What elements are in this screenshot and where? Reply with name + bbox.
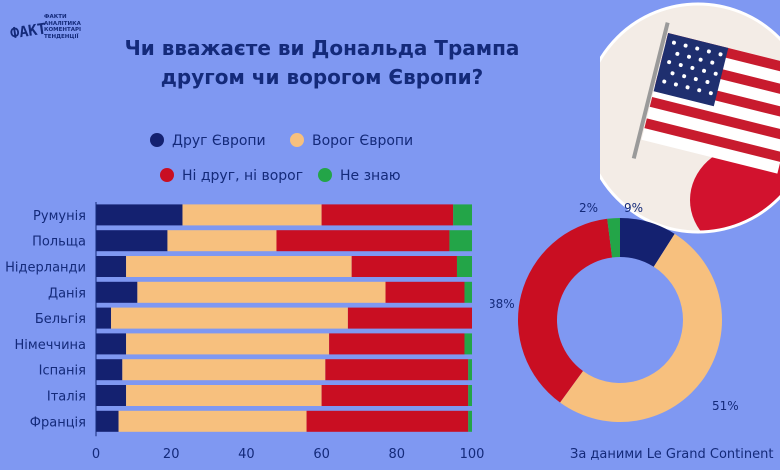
bar-segment bbox=[96, 281, 138, 303]
donut-slice bbox=[560, 233, 723, 423]
legend-swatch bbox=[290, 133, 304, 147]
title-line-2: другом чи ворогом Європи? bbox=[160, 65, 484, 89]
bar-segment bbox=[96, 204, 183, 226]
title-line-1: Чи вважаєте ви Дональда Трампа bbox=[124, 36, 520, 60]
logo-line: АНАЛІТИКА bbox=[44, 20, 81, 27]
legend-item-enemy: Ворог Європи bbox=[290, 133, 413, 149]
bar-segment bbox=[321, 204, 454, 226]
bar-segment bbox=[126, 385, 322, 406]
x-tick-label: 80 bbox=[389, 447, 406, 460]
bar-segment bbox=[96, 307, 112, 329]
legend-label: Ні друг, ні ворог bbox=[182, 168, 304, 184]
logo-mark-icon: ФАКТ bbox=[9, 20, 47, 43]
bar-segment bbox=[96, 333, 127, 355]
bar-segment bbox=[96, 230, 168, 252]
legend-item-friend: Друг Європи bbox=[150, 133, 266, 149]
logo-mark-text: ФАКТ bbox=[9, 20, 47, 43]
x-tick-label: 100 bbox=[460, 447, 485, 460]
category-label: Нідерланди bbox=[5, 261, 86, 276]
bar-segment bbox=[276, 230, 450, 252]
bar-segment bbox=[306, 410, 469, 432]
bar-segment bbox=[329, 333, 465, 355]
bar-segment bbox=[122, 359, 326, 381]
category-label: Франція bbox=[30, 415, 86, 430]
category-label: Італія bbox=[47, 390, 86, 405]
donut-slice bbox=[620, 218, 675, 267]
legend-label: Не знаю bbox=[340, 168, 401, 184]
legend-swatch bbox=[318, 168, 332, 182]
legend-label: Ворог Європи bbox=[312, 133, 414, 149]
legend-label: Друг Європи bbox=[172, 133, 266, 149]
bar-segment bbox=[464, 281, 472, 303]
chart-title: Чи вважаєте ви Дональда Трампа другом чи… bbox=[112, 34, 532, 92]
bar-segment bbox=[96, 410, 119, 432]
bar-segment bbox=[468, 359, 472, 381]
bar-segment bbox=[347, 307, 472, 329]
legend-item-dont-know: Не знаю bbox=[318, 168, 401, 184]
bar-segment bbox=[182, 204, 322, 226]
bar-segment bbox=[96, 385, 127, 406]
category-label: Данія bbox=[48, 286, 86, 301]
bar-segment bbox=[126, 256, 352, 277]
stacked-bar-chart: Румунія Польща Нідерланди Данія Бельгія Німеч… bbox=[5, 202, 485, 460]
bar-segment bbox=[137, 281, 386, 303]
bar-segment bbox=[126, 333, 330, 355]
bar-segment bbox=[96, 359, 123, 381]
donut-slice bbox=[607, 218, 620, 258]
bar-segment bbox=[167, 230, 277, 252]
bar-segment bbox=[351, 256, 457, 277]
bar-segment bbox=[456, 256, 472, 277]
bar-segment bbox=[468, 385, 472, 406]
category-label: Польща bbox=[32, 235, 86, 250]
bar-segment bbox=[321, 385, 469, 406]
donut-value-label: 2% bbox=[579, 201, 598, 215]
logo-line: ФАКТИ bbox=[44, 14, 67, 20]
x-tick-label: 60 bbox=[313, 447, 330, 460]
x-tick-label: 40 bbox=[238, 447, 255, 460]
bar-segment bbox=[96, 256, 127, 277]
category-label: Бельгія bbox=[35, 312, 86, 327]
bar-segment bbox=[464, 333, 472, 355]
donut-slice bbox=[518, 218, 613, 403]
donut-value-label: 51% bbox=[712, 399, 739, 413]
bar-segment bbox=[453, 204, 472, 226]
bar-segment bbox=[325, 359, 469, 381]
legend-item-neither: Ні друг, ні ворог bbox=[160, 168, 303, 184]
bar-segment bbox=[118, 410, 307, 432]
bar-segment bbox=[449, 230, 472, 252]
legend-swatch bbox=[150, 133, 164, 147]
category-label: Іспанія bbox=[39, 364, 86, 379]
bar-segment bbox=[468, 410, 472, 432]
donut-value-label: 9% bbox=[624, 201, 643, 215]
category-label: Німеччина bbox=[15, 338, 86, 353]
logo-line: КОМЕНТАРІ bbox=[44, 27, 82, 33]
legend-swatch bbox=[160, 168, 174, 182]
bar-segment bbox=[111, 307, 348, 329]
flag-photo-illustration bbox=[600, 2, 780, 234]
logo-line: ТЕНДЕНЦІЇ bbox=[44, 33, 79, 40]
donut-value-label: 38% bbox=[490, 297, 515, 311]
x-tick-label: 20 bbox=[163, 447, 180, 460]
donut-chart: 9% 51% 38% 2% bbox=[490, 201, 739, 423]
category-label: Румунія bbox=[33, 209, 86, 224]
logo-tagline: ФАКТИ АНАЛІТИКА КОМЕНТАРІ ТЕНДЕНЦІЇ bbox=[44, 14, 81, 40]
source-note: За даними Le Grand Continent bbox=[570, 447, 774, 462]
x-tick-label: 0 bbox=[92, 447, 100, 460]
bar-segment bbox=[385, 281, 465, 303]
